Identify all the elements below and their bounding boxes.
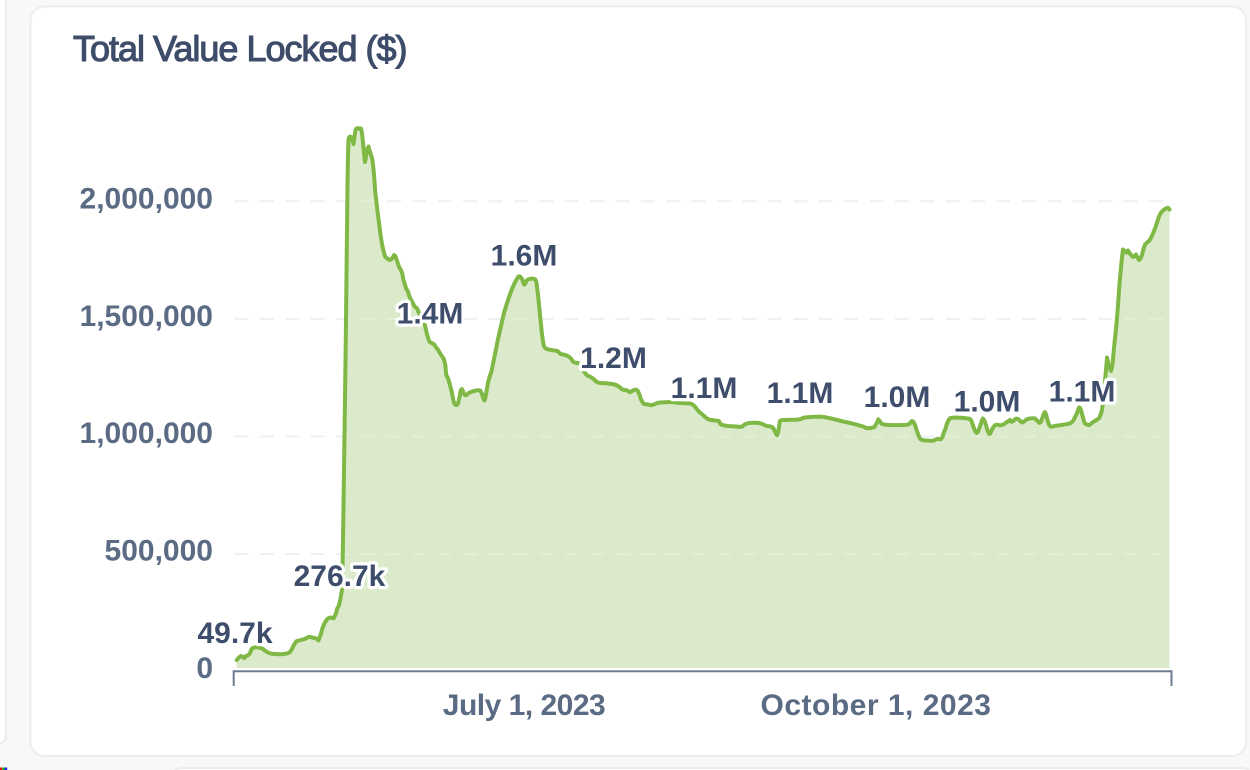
svg-text:July 1, 2023: July 1, 2023 bbox=[443, 689, 605, 722]
svg-text:1.6M: 1.6M bbox=[491, 240, 558, 273]
svg-text:0: 0 bbox=[196, 652, 213, 685]
svg-text:276.7k: 276.7k bbox=[294, 560, 386, 593]
svg-text:1.1M: 1.1M bbox=[767, 377, 834, 410]
svg-text:2,000,000: 2,000,000 bbox=[80, 182, 213, 215]
svg-text:1.2M: 1.2M bbox=[580, 342, 647, 375]
svg-text:500,000: 500,000 bbox=[105, 535, 213, 568]
svg-text:Total Value Locked ($): Total Value Locked ($) bbox=[73, 28, 407, 69]
svg-text:1.0M: 1.0M bbox=[864, 381, 931, 414]
svg-text:1,500,000: 1,500,000 bbox=[80, 300, 213, 333]
svg-text:1.1M: 1.1M bbox=[671, 372, 738, 405]
svg-text:October 1, 2023: October 1, 2023 bbox=[761, 689, 992, 722]
svg-text:1.1M: 1.1M bbox=[1049, 376, 1116, 409]
svg-text:1.4M: 1.4M bbox=[397, 298, 464, 331]
svg-text:1,000,000: 1,000,000 bbox=[80, 417, 213, 450]
svg-text:49.7k: 49.7k bbox=[197, 617, 272, 650]
svg-text:1.0M: 1.0M bbox=[954, 386, 1021, 419]
